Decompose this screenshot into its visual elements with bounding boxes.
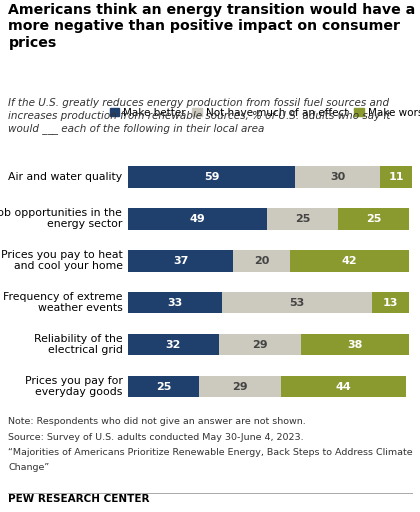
Text: 30: 30 <box>330 172 346 182</box>
Text: 13: 13 <box>383 297 398 308</box>
Bar <box>128 166 295 187</box>
Bar <box>281 376 406 397</box>
Bar <box>219 334 301 355</box>
Text: 25: 25 <box>295 214 310 224</box>
Text: 53: 53 <box>289 297 304 308</box>
Bar <box>128 376 199 397</box>
Text: 37: 37 <box>173 255 188 266</box>
Text: 11: 11 <box>388 172 404 182</box>
Text: 38: 38 <box>347 339 362 350</box>
Text: 25: 25 <box>366 214 381 224</box>
Text: If the U.S. greatly reduces energy production from fossil fuel sources and
incre: If the U.S. greatly reduces energy produ… <box>8 98 391 134</box>
Text: Source: Survey of U.S. adults conducted May 30-June 4, 2023.: Source: Survey of U.S. adults conducted … <box>8 433 304 442</box>
Text: Change”: Change” <box>8 463 50 473</box>
Bar <box>338 208 409 229</box>
Text: 42: 42 <box>341 255 357 266</box>
Bar <box>128 334 219 355</box>
Text: 49: 49 <box>190 214 205 224</box>
Legend: Make better, Not have much of an effect, Make worse: Make better, Not have much of an effect,… <box>110 108 420 118</box>
Bar <box>128 292 222 313</box>
Bar <box>199 376 281 397</box>
Bar <box>222 292 372 313</box>
Text: 33: 33 <box>167 297 183 308</box>
Bar <box>233 250 290 271</box>
Bar <box>295 166 381 187</box>
Bar <box>267 208 338 229</box>
Text: 32: 32 <box>166 339 181 350</box>
Text: PEW RESEARCH CENTER: PEW RESEARCH CENTER <box>8 494 150 504</box>
Bar <box>381 166 412 187</box>
Bar <box>128 208 267 229</box>
Text: Note: Respondents who did not give an answer are not shown.: Note: Respondents who did not give an an… <box>8 417 306 426</box>
Text: 29: 29 <box>252 339 268 350</box>
Bar <box>301 334 409 355</box>
Text: 29: 29 <box>232 381 248 392</box>
Text: 20: 20 <box>254 255 269 266</box>
Text: 59: 59 <box>204 172 220 182</box>
Text: 44: 44 <box>336 381 352 392</box>
Text: “Majorities of Americans Prioritize Renewable Energy, Back Steps to Address Clim: “Majorities of Americans Prioritize Rene… <box>8 448 413 457</box>
Bar <box>372 292 409 313</box>
Text: Americans think an energy transition would have a
more negative than positive im: Americans think an energy transition wou… <box>8 3 416 50</box>
Bar <box>290 250 409 271</box>
Text: 25: 25 <box>156 381 171 392</box>
Bar <box>128 250 233 271</box>
